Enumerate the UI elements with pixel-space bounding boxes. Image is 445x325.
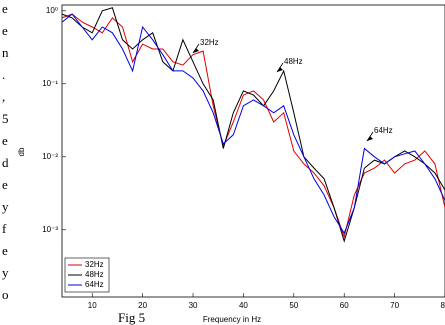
legend-label: 32Hz [85, 260, 104, 269]
margin-text: d [2, 155, 9, 170]
x-tick-label: 10 [88, 301, 97, 310]
margin-text: f [2, 221, 7, 236]
annotation: 48Hz [284, 57, 303, 66]
margin-text: , [2, 89, 5, 104]
caption: Fig 5 [118, 310, 145, 325]
x-tick-label: 50 [289, 301, 298, 310]
margin-text: e [2, 133, 8, 148]
plot-frame [61, 4, 445, 298]
annotation: 64Hz [374, 126, 393, 135]
y-tick-label: 10⁻² [42, 152, 58, 161]
legend-label: 48Hz [85, 270, 104, 279]
x-tick-label: 80 [441, 301, 445, 310]
arrow-head [277, 67, 283, 72]
margin-text: e [2, 1, 8, 16]
margin-text: e [2, 243, 8, 258]
x-tick-label: 70 [390, 301, 399, 310]
x-tick-label: 30 [189, 301, 198, 310]
x-tick-label: 40 [239, 301, 248, 310]
line-series [61, 13, 445, 235]
margin-text: o [2, 287, 9, 302]
margin-text: 5 [2, 111, 9, 126]
y-tick-label: 10⁰ [46, 6, 58, 15]
margin-text: y [2, 265, 9, 280]
margin-text: y [2, 199, 9, 214]
x-tick-label: 20 [138, 301, 147, 310]
margin-text: . [2, 67, 5, 82]
y-tick-label: 10⁻³ [42, 225, 58, 234]
x-axis-label: Frequency in Hz [203, 315, 261, 324]
arrow-head [367, 136, 373, 141]
arrow-head [193, 48, 199, 53]
margin-text: e [2, 23, 8, 38]
margin-text: n [2, 45, 9, 60]
x-tick-label: 60 [340, 301, 349, 310]
y-tick-label: 10⁻¹ [42, 79, 58, 88]
legend-label: 64Hz [85, 280, 104, 289]
line-series [61, 7, 445, 243]
y-axis-label: db [17, 147, 26, 156]
margin-text: e [2, 177, 8, 192]
annotation: 32Hz [200, 38, 219, 47]
